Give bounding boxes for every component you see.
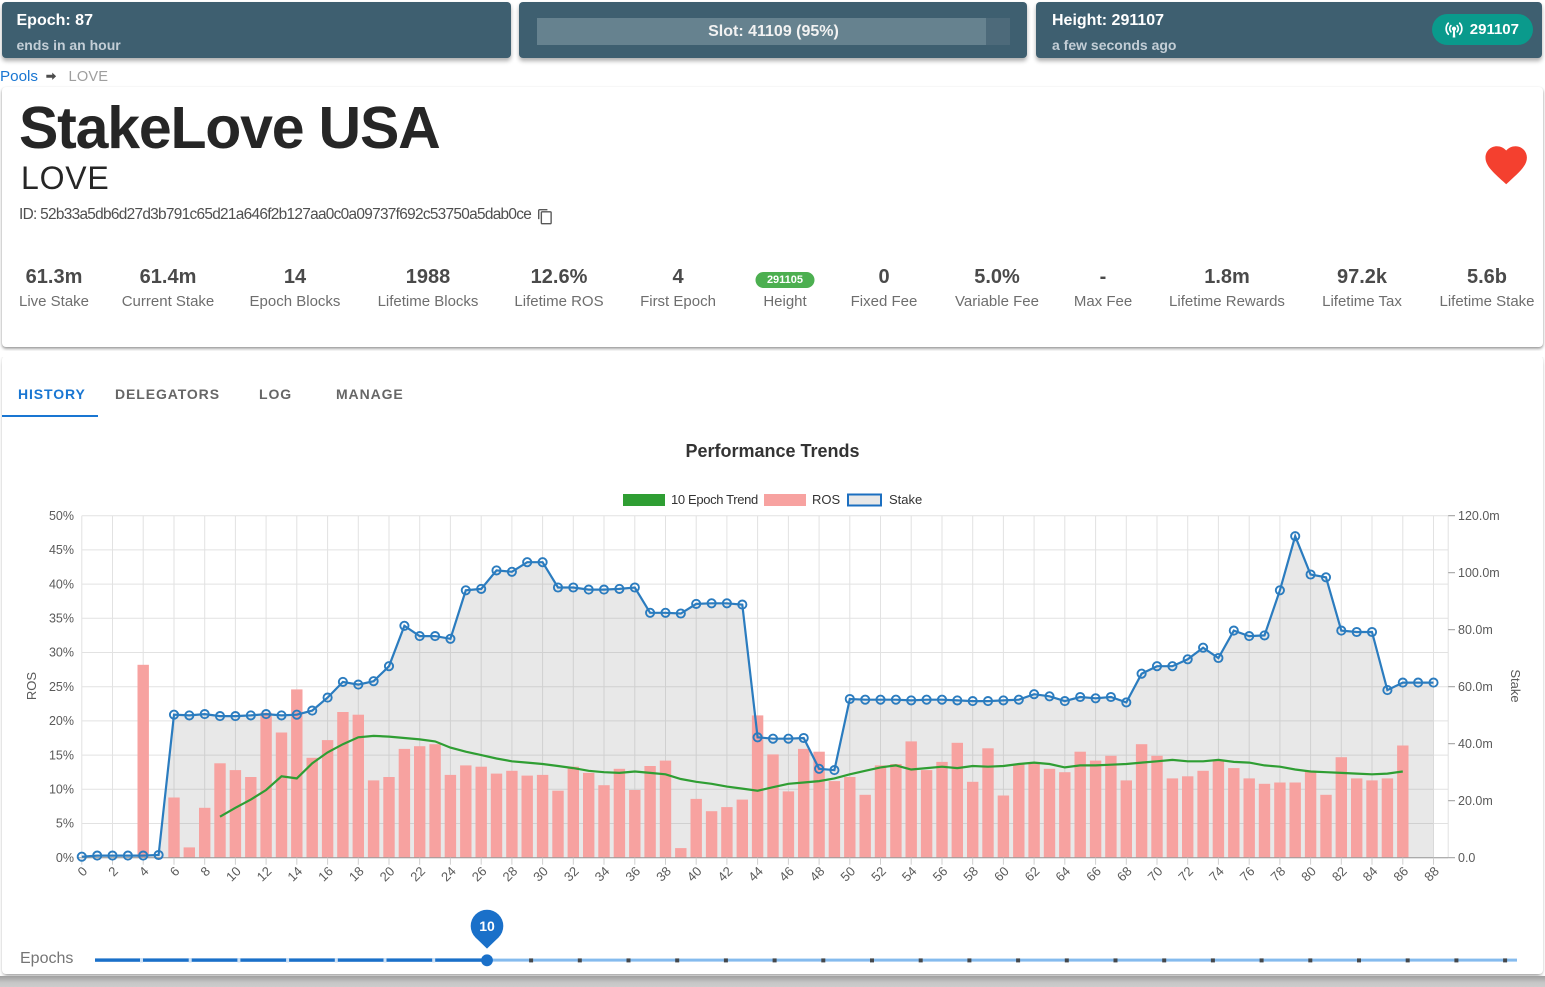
svg-text:45%: 45%: [49, 543, 74, 557]
svg-text:70: 70: [1145, 864, 1166, 885]
svg-text:52: 52: [868, 864, 889, 885]
svg-text:20.0m: 20.0m: [1458, 794, 1493, 808]
svg-text:0: 0: [75, 864, 91, 880]
svg-text:2: 2: [105, 864, 121, 880]
svg-text:78: 78: [1268, 864, 1289, 885]
svg-text:60.0m: 60.0m: [1458, 680, 1493, 694]
svg-text:Stake: Stake: [889, 492, 922, 507]
svg-text:76: 76: [1237, 864, 1258, 885]
svg-text:Stake: Stake: [1508, 669, 1523, 702]
svg-text:48: 48: [807, 864, 828, 885]
svg-text:58: 58: [960, 864, 981, 885]
svg-text:22: 22: [407, 864, 428, 885]
svg-text:26: 26: [469, 864, 490, 885]
svg-text:8: 8: [197, 864, 213, 880]
svg-text:30: 30: [530, 864, 551, 885]
svg-text:34: 34: [592, 864, 613, 885]
svg-text:50%: 50%: [49, 509, 74, 523]
svg-text:36: 36: [622, 864, 643, 885]
svg-text:38: 38: [653, 864, 674, 885]
svg-text:82: 82: [1329, 864, 1350, 885]
svg-text:24: 24: [438, 864, 459, 885]
svg-text:40: 40: [684, 864, 705, 885]
svg-text:56: 56: [930, 864, 951, 885]
svg-text:40.0m: 40.0m: [1458, 737, 1493, 751]
svg-text:30%: 30%: [49, 646, 74, 660]
svg-text:6: 6: [167, 864, 183, 880]
svg-text:86: 86: [1390, 864, 1411, 885]
svg-text:15%: 15%: [49, 748, 74, 762]
svg-text:60: 60: [991, 864, 1012, 885]
svg-text:0%: 0%: [56, 851, 74, 865]
svg-text:20%: 20%: [49, 714, 74, 728]
svg-text:80.0m: 80.0m: [1458, 623, 1493, 637]
svg-text:ROS: ROS: [24, 672, 39, 701]
svg-text:120.0m: 120.0m: [1458, 509, 1500, 523]
svg-text:46: 46: [776, 864, 797, 885]
svg-text:0.0: 0.0: [1458, 851, 1475, 865]
svg-text:16: 16: [315, 864, 336, 885]
svg-text:64: 64: [1052, 864, 1073, 885]
svg-text:5%: 5%: [56, 817, 74, 831]
svg-text:74: 74: [1206, 864, 1227, 885]
svg-text:32: 32: [561, 864, 582, 885]
svg-text:72: 72: [1175, 864, 1196, 885]
svg-text:66: 66: [1083, 864, 1104, 885]
svg-text:28: 28: [500, 864, 521, 885]
svg-text:68: 68: [1114, 864, 1135, 885]
svg-text:44: 44: [745, 864, 766, 885]
svg-text:12: 12: [254, 864, 275, 885]
svg-text:10 Epoch Trend: 10 Epoch Trend: [671, 492, 758, 507]
svg-text:10: 10: [479, 918, 495, 934]
svg-text:20: 20: [377, 864, 398, 885]
svg-text:100.0m: 100.0m: [1458, 566, 1500, 580]
svg-text:88: 88: [1421, 864, 1442, 885]
svg-text:4: 4: [136, 864, 152, 880]
svg-text:40%: 40%: [49, 577, 74, 591]
svg-text:18: 18: [346, 864, 367, 885]
svg-text:25%: 25%: [49, 680, 74, 694]
svg-text:10: 10: [223, 864, 244, 885]
svg-text:50: 50: [837, 864, 858, 885]
svg-text:80: 80: [1298, 864, 1319, 885]
svg-text:54: 54: [899, 864, 920, 885]
svg-text:14: 14: [284, 864, 305, 885]
svg-text:ROS: ROS: [812, 492, 841, 507]
svg-text:10%: 10%: [49, 783, 74, 797]
svg-text:35%: 35%: [49, 612, 74, 626]
svg-text:42: 42: [715, 864, 736, 885]
svg-text:62: 62: [1022, 864, 1043, 885]
svg-text:84: 84: [1360, 864, 1381, 885]
